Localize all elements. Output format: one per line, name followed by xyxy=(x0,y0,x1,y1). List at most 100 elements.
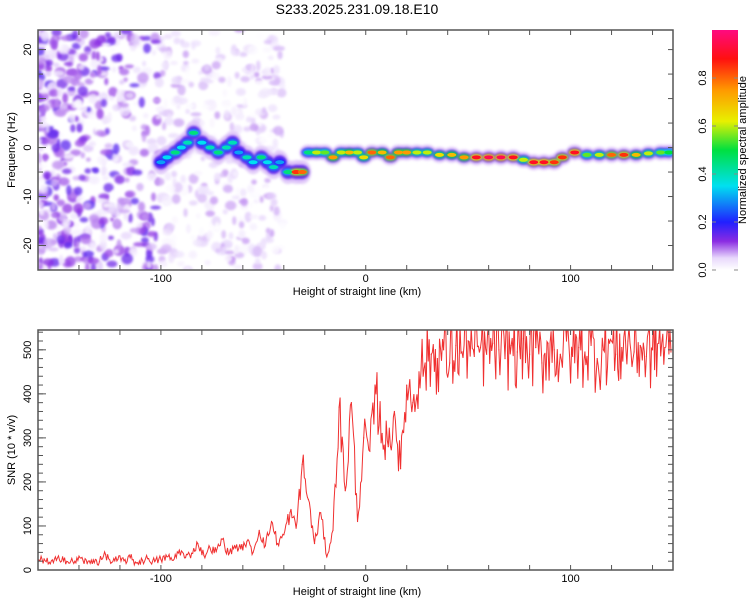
noise-blob xyxy=(205,210,215,217)
noise-blob xyxy=(153,72,162,80)
spectrogram-y-tick-label: 10 xyxy=(22,92,34,104)
noise-blob xyxy=(185,108,190,114)
noise-blob xyxy=(78,30,89,39)
snr-point xyxy=(86,562,88,564)
noise-blob xyxy=(158,47,171,52)
noise-blob xyxy=(241,237,250,245)
snr-point xyxy=(191,552,193,554)
snr-point xyxy=(516,351,518,353)
ridge-point xyxy=(170,150,180,155)
noise-blob xyxy=(38,88,49,95)
snr-point xyxy=(498,349,500,351)
noise-blob xyxy=(182,50,189,58)
noise-blob xyxy=(151,192,156,202)
snr-point xyxy=(123,560,125,562)
noise-blob xyxy=(77,86,89,97)
ridge-point xyxy=(377,150,387,155)
noise-blob xyxy=(38,225,42,231)
noise-blob xyxy=(273,206,280,216)
noise-blob xyxy=(79,217,89,223)
noise-blob xyxy=(230,49,241,57)
snr-point xyxy=(467,340,469,342)
snr-point xyxy=(449,362,451,364)
noise-blob xyxy=(139,148,150,157)
snr-point xyxy=(356,520,359,523)
noise-blob xyxy=(113,248,120,255)
noise-blob xyxy=(255,60,261,72)
noise-blob xyxy=(251,186,263,195)
noise-blob xyxy=(38,120,48,128)
noise-blob xyxy=(190,235,197,240)
noise-blob xyxy=(173,250,185,258)
colorbar: 0.0 0.2 0.4 0.6 0.8 Normalized spectral ampl… xyxy=(697,30,749,278)
noise-blob xyxy=(88,93,98,104)
ridge-point xyxy=(471,155,481,160)
noise-blob xyxy=(269,229,275,238)
ridge-point xyxy=(619,152,629,157)
noise-blob xyxy=(74,115,79,122)
noise-blob xyxy=(195,213,201,219)
ridge-point xyxy=(656,150,666,155)
spectrogram-y-label: Frequency (Hz) xyxy=(6,112,18,188)
snr-point xyxy=(184,557,187,559)
noise-blob xyxy=(46,59,54,67)
ridge-point xyxy=(539,160,549,165)
noise-blob xyxy=(177,84,186,96)
noise-blob xyxy=(107,235,114,241)
spectrogram-image xyxy=(38,30,673,270)
snr-point xyxy=(80,557,82,559)
noise-blob xyxy=(40,30,50,42)
noise-blob xyxy=(45,220,58,230)
snr-point xyxy=(49,563,51,565)
snr-point xyxy=(178,549,180,551)
noise-blob xyxy=(266,88,279,96)
noise-blob xyxy=(119,105,131,117)
noise-blob xyxy=(88,141,96,147)
noise-blob xyxy=(78,245,88,251)
noise-blob xyxy=(135,221,144,229)
noise-blob xyxy=(73,186,83,196)
noise-blob xyxy=(178,97,188,105)
noise-blob xyxy=(130,44,137,52)
noise-blob xyxy=(246,185,255,193)
noise-blob xyxy=(263,67,272,77)
noise-blob xyxy=(176,104,181,110)
noise-blob xyxy=(112,104,121,112)
ridge-point xyxy=(385,155,395,160)
noise-blob xyxy=(169,61,178,66)
noise-blob xyxy=(267,55,274,61)
noise-blob xyxy=(143,35,152,41)
noise-blob xyxy=(222,209,228,215)
noise-blob xyxy=(121,253,133,265)
noise-blob xyxy=(263,185,269,194)
ridge-point xyxy=(256,155,266,160)
colorbar-tick-label: 0.6 xyxy=(697,118,709,133)
noise-blob xyxy=(188,81,195,88)
noise-blob xyxy=(97,260,104,270)
noise-blob xyxy=(58,132,64,138)
noise-blob xyxy=(157,196,163,204)
snr-point xyxy=(98,561,101,563)
noise-blob xyxy=(97,198,108,204)
noise-blob xyxy=(146,260,152,270)
snr-point xyxy=(670,351,672,353)
ridge-point xyxy=(156,160,166,165)
ridge-point xyxy=(344,150,354,155)
noise-blob xyxy=(111,54,121,63)
noise-blob xyxy=(171,170,178,178)
noise-blob xyxy=(222,89,228,97)
spectrogram-y-tick-label: -20 xyxy=(22,238,34,254)
noise-blob xyxy=(66,250,74,257)
noise-blob xyxy=(255,32,264,40)
noise-blob xyxy=(125,92,134,99)
noise-blob xyxy=(212,181,222,188)
noise-blob xyxy=(62,217,72,228)
noise-blob xyxy=(60,35,72,41)
snr-point xyxy=(492,342,494,344)
noise-blob xyxy=(245,64,252,70)
noise-blob xyxy=(38,78,44,89)
noise-blob xyxy=(137,72,149,84)
snr-point xyxy=(197,542,199,545)
snr-point xyxy=(387,446,389,448)
noise-blob xyxy=(38,46,45,57)
